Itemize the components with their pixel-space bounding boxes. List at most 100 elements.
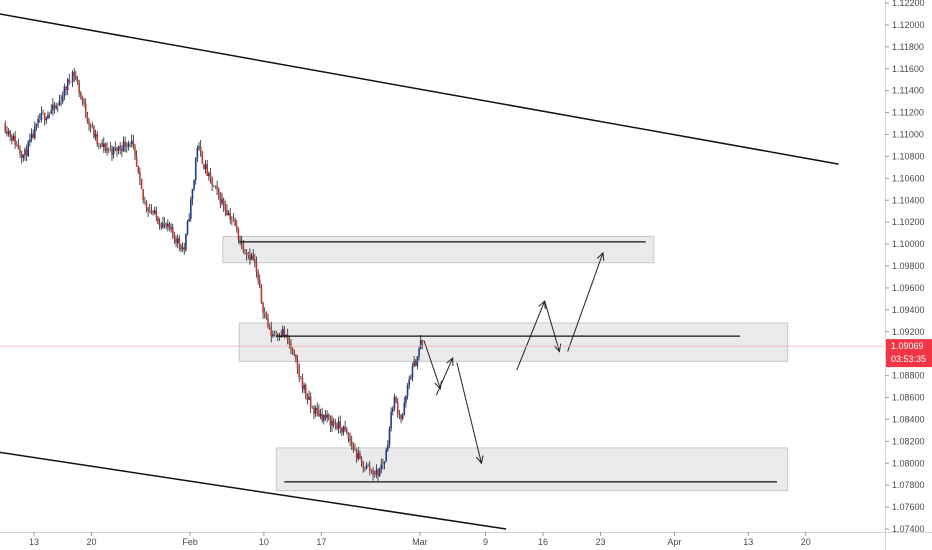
candle — [76, 76, 79, 85]
candle — [254, 253, 256, 268]
candle-body — [24, 149, 26, 155]
candle-body — [4, 123, 7, 132]
candle — [235, 219, 238, 233]
candle — [355, 448, 358, 463]
candle-body — [81, 96, 84, 102]
candle — [14, 130, 16, 149]
candle-body — [311, 407, 314, 409]
candle-body — [408, 379, 410, 386]
candle-body — [262, 302, 264, 313]
candle — [40, 106, 43, 123]
candle — [60, 94, 62, 107]
candle-body — [99, 143, 102, 145]
candle — [268, 323, 271, 330]
candle-body — [20, 153, 23, 158]
candle-body — [258, 280, 261, 287]
time-tick-label: 17 — [316, 537, 326, 547]
candle-body — [227, 212, 230, 216]
candle — [155, 206, 158, 222]
candle-body — [176, 238, 179, 244]
candle — [413, 355, 415, 368]
candle — [188, 213, 190, 222]
candle-body — [65, 86, 67, 91]
candle-body — [231, 220, 233, 222]
candle — [408, 375, 410, 390]
candle — [245, 249, 248, 261]
time-tick-label: 20 — [801, 537, 811, 547]
candle-body — [375, 469, 378, 475]
candle — [144, 196, 146, 205]
candle — [183, 242, 186, 255]
candle — [4, 120, 7, 134]
candle-body — [342, 426, 345, 433]
candle-body — [53, 104, 56, 109]
candle — [219, 191, 222, 209]
candle — [122, 136, 125, 153]
resistance-zone — [222, 235, 655, 264]
candle — [66, 77, 69, 96]
candle — [137, 165, 140, 175]
candle-body — [370, 469, 373, 471]
candle-body — [308, 396, 310, 400]
candle — [352, 442, 355, 453]
price-tick-label: 1.10600 — [892, 173, 925, 183]
candle — [359, 450, 361, 460]
candle-body — [175, 238, 177, 244]
candle-body — [35, 123, 38, 127]
price-tick-label: 1.09400 — [892, 305, 925, 315]
candle — [61, 91, 64, 105]
candle — [385, 447, 388, 462]
candle — [272, 330, 274, 338]
candle-body — [237, 228, 240, 240]
candle-body — [158, 223, 161, 226]
candle — [204, 159, 207, 174]
arrow-head — [475, 455, 484, 465]
candle — [304, 383, 307, 400]
candle-body — [173, 234, 176, 239]
candle-body — [144, 200, 146, 202]
candle — [277, 332, 279, 342]
candle — [295, 354, 297, 363]
time-tick-label: 9 — [483, 537, 488, 547]
candle-body — [122, 141, 125, 152]
candle — [148, 203, 151, 214]
candle — [175, 235, 177, 248]
current-price-countdown: 03:53:35 — [891, 354, 926, 364]
candle — [388, 426, 391, 448]
candle — [411, 362, 414, 382]
candle — [50, 104, 53, 115]
candle — [17, 138, 20, 150]
candle-body — [101, 143, 103, 147]
candle-body — [162, 222, 164, 228]
candle-body — [365, 465, 368, 469]
candle-body — [341, 428, 343, 433]
candle-body — [319, 413, 322, 417]
candle — [119, 142, 122, 155]
candle-body — [157, 217, 159, 224]
candle — [30, 128, 33, 143]
candle — [326, 410, 328, 423]
candle — [396, 398, 399, 418]
candle — [367, 463, 369, 467]
candle-body — [180, 244, 182, 250]
candle — [336, 422, 338, 431]
candle-body — [313, 407, 315, 414]
pivot-zone — [238, 322, 789, 362]
candle — [258, 274, 261, 289]
candle-body — [50, 110, 53, 114]
candle — [24, 147, 26, 161]
candle — [47, 111, 49, 120]
candle — [229, 208, 232, 224]
candle — [6, 125, 8, 137]
candle — [247, 251, 250, 260]
candle — [300, 376, 302, 380]
candle-body — [336, 425, 338, 429]
price-tick-label: 1.09600 — [892, 283, 925, 293]
upper-channel — [0, 13, 839, 165]
candles-layer — [4, 67, 424, 481]
time-tick-label: 16 — [538, 537, 548, 547]
candle — [19, 145, 21, 158]
candle-body — [331, 420, 333, 426]
